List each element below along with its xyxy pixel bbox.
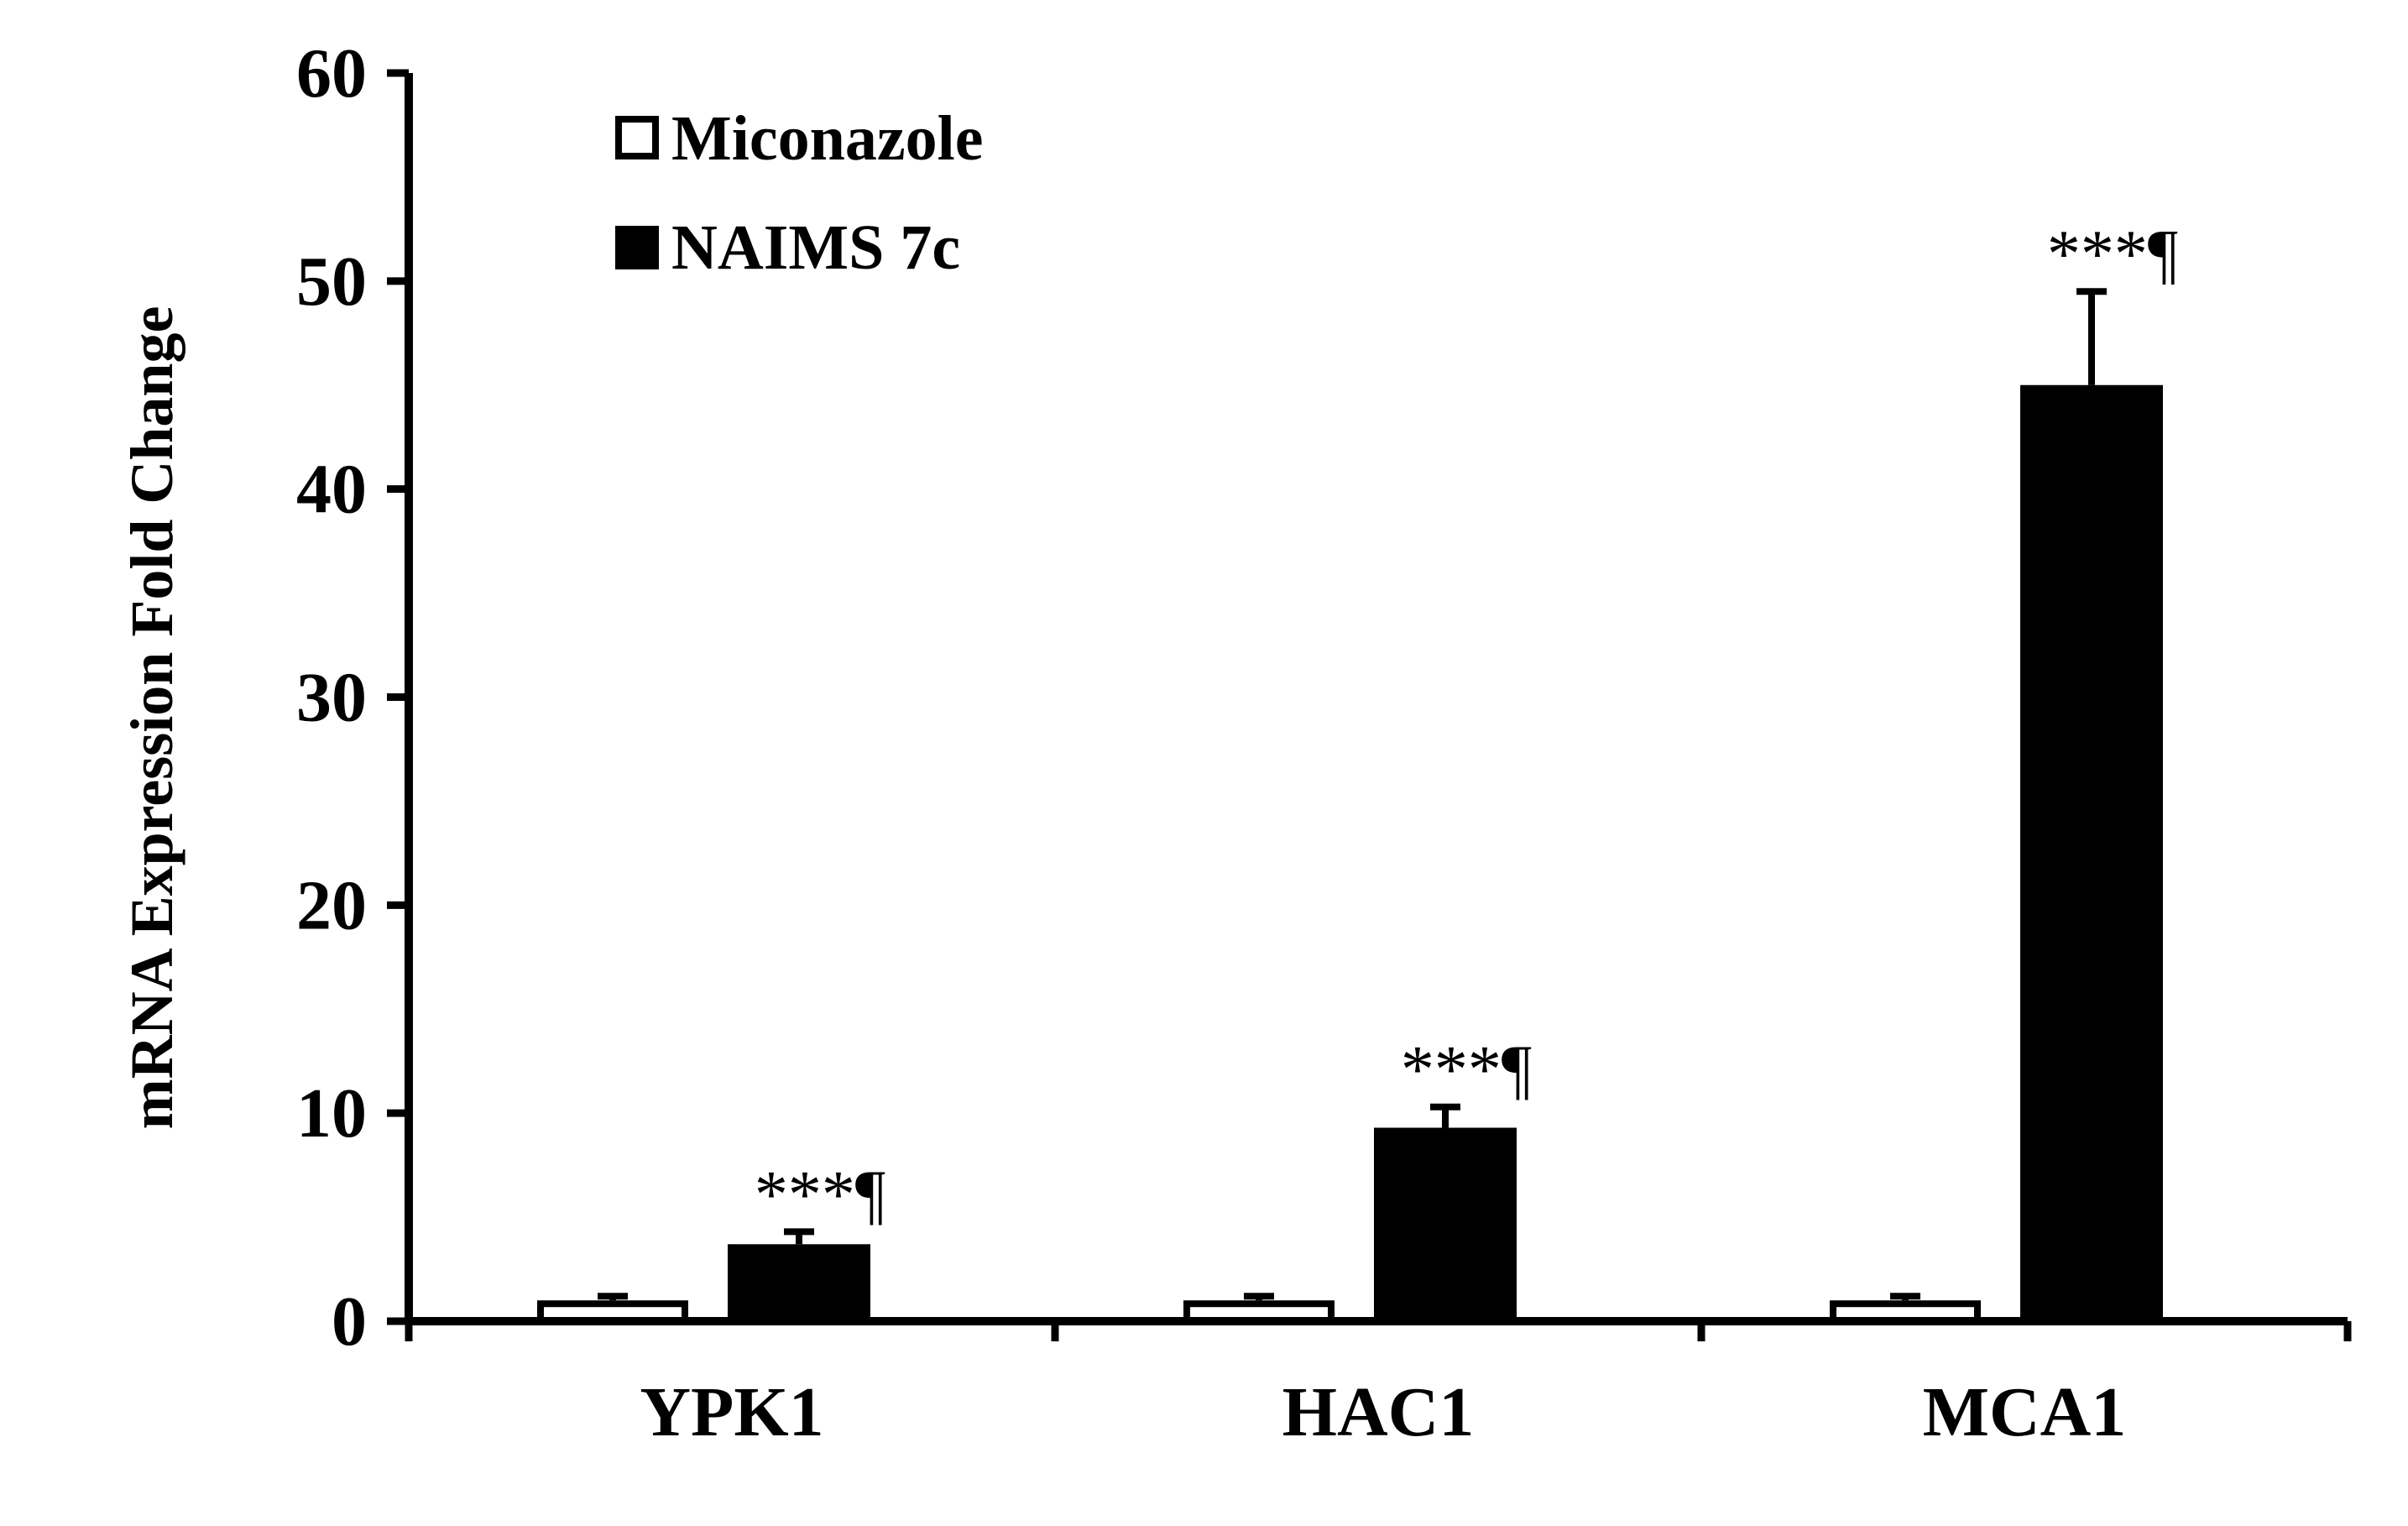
axes [405, 73, 2348, 1325]
legend-swatch-miconazole [615, 116, 659, 159]
bars [537, 384, 2163, 1325]
y-axis-ticks: 0 10 20 30 40 50 60 [296, 34, 409, 1361]
x-tick-label-hac1: HAC1 [1282, 1373, 1475, 1451]
significance-annotations: ***¶ ***¶ ***¶ [755, 217, 2178, 1231]
x-tick-label-mca1: MCA1 [1923, 1373, 2127, 1451]
x-axis-ticks: YPK1 HAC1 MCA1 [405, 1321, 2352, 1451]
error-bars [598, 288, 2107, 1301]
y-axis-title: mRNA Expression Fold Change [118, 306, 185, 1130]
legend: Miconazole NAIMS 7c [615, 103, 983, 283]
significance-label-mca1: ***¶ [2047, 217, 2178, 291]
x-tick-label-ypk1: YPK1 [640, 1373, 823, 1451]
bar-naims-7c-hac1 [1374, 1127, 1517, 1321]
legend-label-naims-7c: NAIMS 7c [671, 212, 960, 283]
y-tick-label: 30 [296, 659, 367, 737]
y-tick-label: 10 [296, 1074, 367, 1152]
legend-swatch-naims-7c [615, 226, 659, 269]
significance-label-ypk1: ***¶ [755, 1158, 885, 1231]
legend-label-miconazole: Miconazole [671, 103, 983, 174]
y-tick-label: 60 [296, 34, 367, 112]
y-tick-label: 50 [296, 243, 367, 321]
y-tick-label: 40 [296, 451, 367, 529]
bar-naims-7c-mca1 [2020, 384, 2163, 1321]
y-tick-label: 20 [296, 866, 367, 944]
y-tick-label: 0 [332, 1283, 367, 1361]
bar-naims-7c-ypk1 [728, 1244, 870, 1321]
significance-label-hac1: ***¶ [1401, 1033, 1532, 1107]
